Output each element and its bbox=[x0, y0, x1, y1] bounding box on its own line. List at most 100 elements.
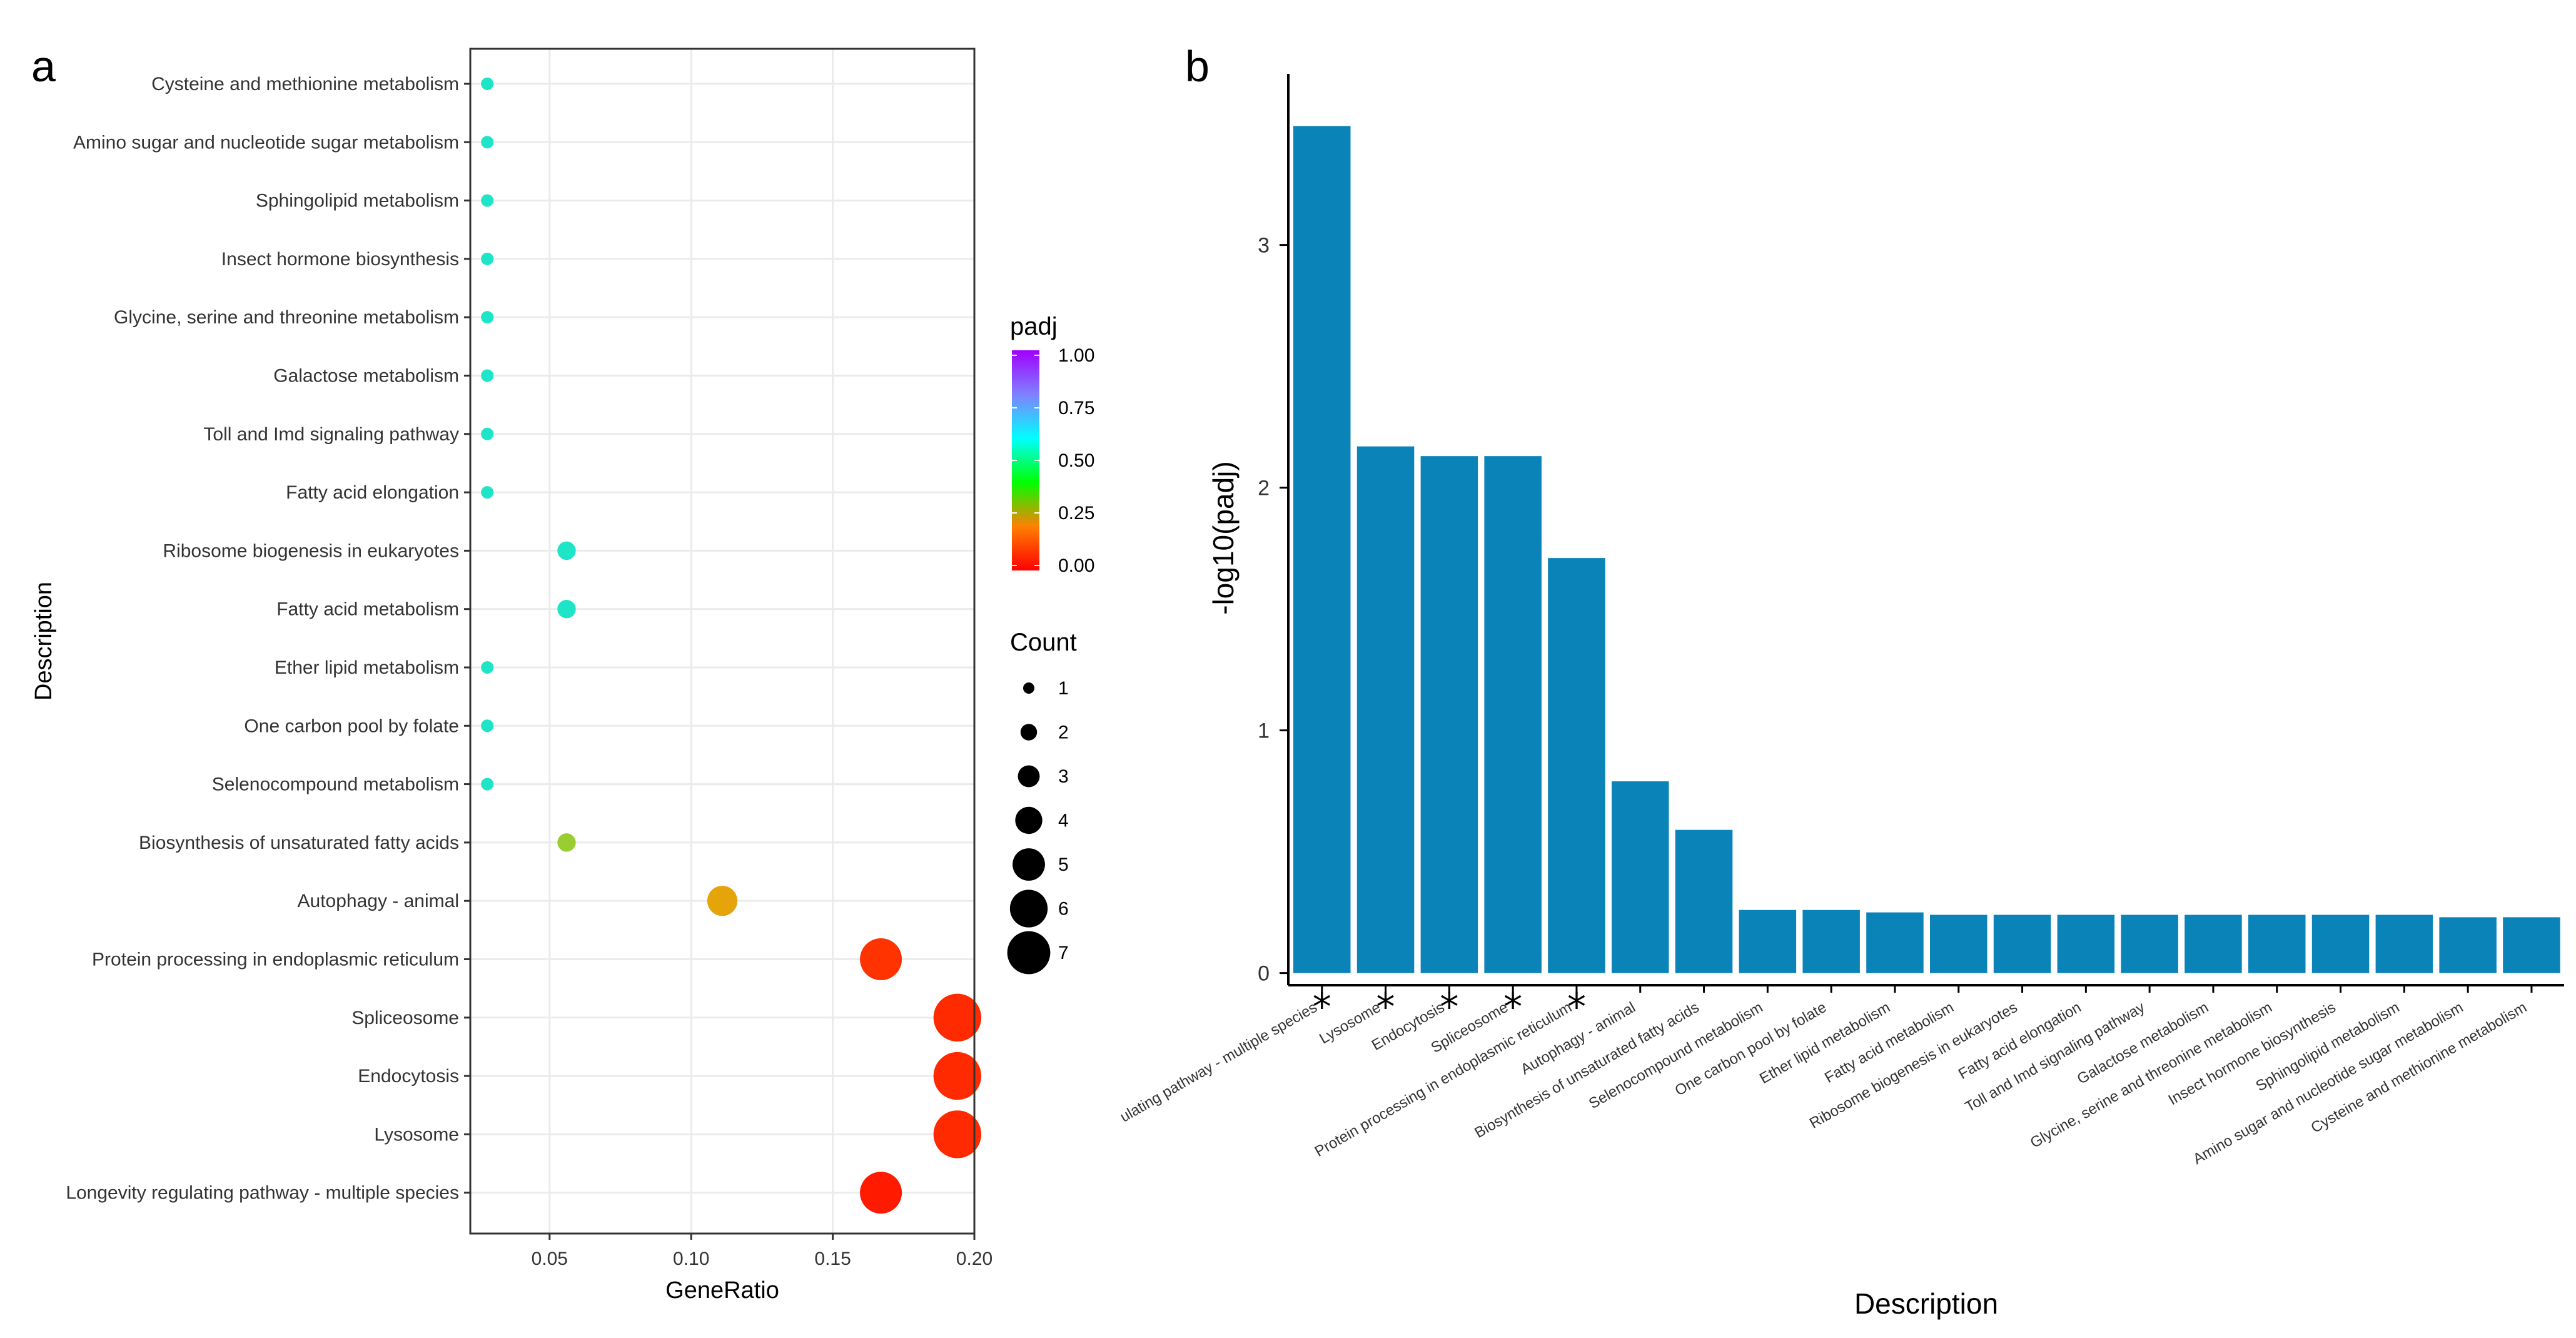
size-legend-dot bbox=[1007, 931, 1051, 975]
size-legend-label: 7 bbox=[1058, 943, 1069, 963]
data-point bbox=[860, 1172, 902, 1214]
y-tick-label: Autophagy - animal bbox=[298, 891, 460, 911]
y-tick-label: Toll and Imd signaling pathway bbox=[203, 424, 459, 445]
x-tick-label: 0.15 bbox=[814, 1249, 851, 1269]
bar bbox=[2375, 915, 2433, 973]
y-tick-label: 0 bbox=[1258, 962, 1270, 986]
bar bbox=[1993, 915, 2051, 973]
bar bbox=[1293, 126, 1351, 973]
data-point bbox=[481, 719, 494, 732]
data-point bbox=[481, 252, 494, 265]
size-legend-dot bbox=[1015, 806, 1043, 834]
y-tick-label: 3 bbox=[1258, 234, 1270, 258]
x-tick-label: 0.05 bbox=[532, 1249, 568, 1269]
data-point bbox=[860, 938, 902, 980]
size-legend-dot bbox=[1018, 765, 1040, 788]
bar bbox=[1930, 915, 1988, 973]
y-tick-label: Fatty acid elongation bbox=[286, 482, 459, 503]
data-point bbox=[481, 194, 494, 207]
size-legend-label: 4 bbox=[1058, 811, 1069, 831]
y-tick-label: Protein processing in endoplasmic reticu… bbox=[92, 949, 459, 970]
bar bbox=[1866, 912, 1924, 973]
size-legend-title: Count bbox=[1010, 629, 1077, 656]
y-tick-label: Galactose metabolism bbox=[273, 365, 459, 386]
bar bbox=[2185, 915, 2242, 973]
y-tick-label: Amino sugar and nucleotide sugar metabol… bbox=[73, 132, 459, 153]
y-axis-title: Description bbox=[31, 582, 57, 701]
size-legend-label: 1 bbox=[1058, 678, 1069, 699]
dot-plot-panel: 0.05 0.10 0.15 0.20 Cysteine and methionine … bbox=[31, 48, 1094, 1304]
y-tick-label: Endocytosis bbox=[358, 1066, 459, 1087]
data-point bbox=[557, 541, 576, 560]
x-tick-label: ulating pathway - multiple species bbox=[1117, 999, 1320, 1126]
x-axis-title: GeneRatio bbox=[665, 1277, 779, 1304]
x-axis-title: Description bbox=[1854, 1287, 1998, 1320]
bar bbox=[1484, 456, 1542, 973]
bar bbox=[1802, 910, 1860, 973]
bar bbox=[1548, 558, 1605, 973]
data-point bbox=[481, 778, 494, 791]
y-tick-label: Selenocompound metabolism bbox=[212, 774, 459, 795]
data-point bbox=[933, 1052, 982, 1100]
bar bbox=[2311, 915, 2370, 973]
data-point bbox=[481, 486, 494, 499]
size-legend-dot bbox=[1009, 889, 1048, 928]
bar bbox=[1739, 910, 1797, 973]
y-tick-label: Sphingolipid metabolism bbox=[256, 191, 459, 211]
size-legend-label: 6 bbox=[1058, 899, 1069, 920]
panel-label-a: a bbox=[31, 42, 56, 91]
panel-label-b: b bbox=[1185, 42, 1210, 91]
size-legend-label: 3 bbox=[1058, 766, 1069, 787]
color-legend-label: 0.50 bbox=[1058, 450, 1094, 471]
color-legend-label: 1.00 bbox=[1058, 345, 1094, 366]
color-legend-title: padj bbox=[1010, 313, 1058, 340]
plot-background bbox=[470, 49, 974, 1234]
bar bbox=[1356, 446, 1415, 973]
data-point bbox=[707, 886, 738, 916]
data-point bbox=[481, 77, 494, 90]
size-legend-dot bbox=[1013, 848, 1045, 881]
size-legend-dot bbox=[1020, 724, 1038, 741]
y-tick-label: Biosynthesis of unsaturated fatty acids bbox=[139, 833, 459, 853]
color-legend-label: 0.00 bbox=[1058, 555, 1094, 576]
data-point bbox=[481, 661, 494, 674]
size-legend-dot bbox=[1023, 682, 1034, 694]
color-legend-label: 0.25 bbox=[1058, 503, 1094, 524]
color-legend-label: 0.75 bbox=[1058, 398, 1094, 418]
data-point bbox=[933, 993, 982, 1042]
bar bbox=[1420, 456, 1478, 973]
bar bbox=[2121, 915, 2178, 973]
bar bbox=[2503, 917, 2560, 973]
y-tick-label: Lysosome bbox=[374, 1124, 459, 1145]
data-point bbox=[557, 833, 576, 852]
bar bbox=[2248, 915, 2306, 973]
bar bbox=[1675, 829, 1733, 973]
y-tick-label: Cysteine and methionine metabolism bbox=[151, 74, 459, 94]
bar bbox=[2057, 915, 2115, 973]
x-tick-label: 0.10 bbox=[673, 1249, 709, 1269]
bar bbox=[1612, 781, 1669, 973]
data-point bbox=[557, 599, 576, 619]
data-point bbox=[481, 136, 494, 149]
bar bbox=[2439, 917, 2497, 973]
plot-border bbox=[469, 48, 976, 1235]
y-tick-label: Glycine, serine and threonine metabolism bbox=[114, 307, 459, 328]
size-legend-label: 5 bbox=[1058, 854, 1069, 875]
y-tick-label: Longevity regulating pathway - multiple … bbox=[66, 1183, 459, 1204]
y-tick-label: Ribosome biogenesis in eukaryotes bbox=[163, 540, 459, 561]
y-tick-label: 2 bbox=[1258, 477, 1270, 500]
data-point bbox=[933, 1110, 982, 1158]
data-point bbox=[481, 311, 494, 324]
y-tick-label: Fatty acid metabolism bbox=[276, 599, 459, 620]
size-legend-label: 2 bbox=[1058, 722, 1069, 743]
y-tick-label: Insect hormone biosynthesis bbox=[221, 249, 459, 270]
x-tick-label: 0.20 bbox=[956, 1249, 993, 1269]
data-point bbox=[481, 369, 494, 382]
y-tick-label: 1 bbox=[1258, 719, 1270, 743]
y-tick-label: Spliceosome bbox=[351, 1008, 459, 1028]
data-point bbox=[481, 427, 494, 440]
y-axis-title: -log10(padj) bbox=[1207, 461, 1240, 614]
y-tick-label: Ether lipid metabolism bbox=[275, 657, 459, 678]
